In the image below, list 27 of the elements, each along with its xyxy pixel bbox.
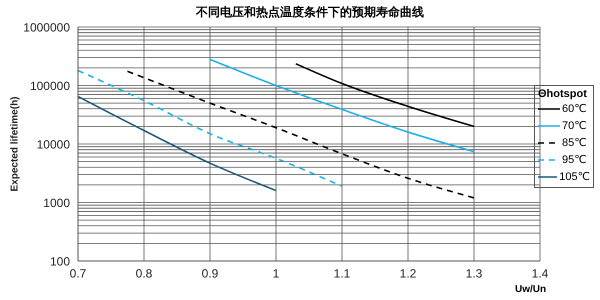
x-tick-label: 1.3 xyxy=(466,266,483,281)
x-tick-label: 1.2 xyxy=(400,266,417,281)
legend-label: 85℃ xyxy=(562,136,587,149)
y-tick-label: 100 xyxy=(50,254,70,268)
x-axis-title: Uw/Un xyxy=(515,284,546,295)
legend-label: 70℃ xyxy=(562,119,587,132)
line-series xyxy=(209,58,475,152)
line-series xyxy=(126,70,475,199)
line-series xyxy=(295,62,475,128)
legend-label: 105℃ xyxy=(559,170,590,183)
legend-label: 60℃ xyxy=(562,102,587,115)
legend-title: Θhotspot xyxy=(538,88,588,100)
y-tick-label: 10000 xyxy=(36,137,70,152)
x-tick-label: 1 xyxy=(272,266,280,281)
y-tick-label: 100000 xyxy=(30,78,70,93)
y-axis-title: Expected lifetime(h) xyxy=(10,96,21,192)
line-series xyxy=(78,70,343,187)
y-tick-label: 1000 xyxy=(43,196,70,210)
x-tick-label: 1.4 xyxy=(532,266,549,281)
chart-title: 不同电压和热点温度条件下的预期寿命曲线 xyxy=(194,4,425,21)
x-tick-label: 0.8 xyxy=(136,266,153,281)
y-tick-label: 1000000 xyxy=(23,20,70,34)
line-series xyxy=(78,96,277,192)
x-tick-label: 0.7 xyxy=(70,266,87,281)
x-tick-label: 0.9 xyxy=(202,266,219,281)
legend-label: 95℃ xyxy=(562,153,587,166)
x-tick-label: 1.1 xyxy=(334,266,351,281)
